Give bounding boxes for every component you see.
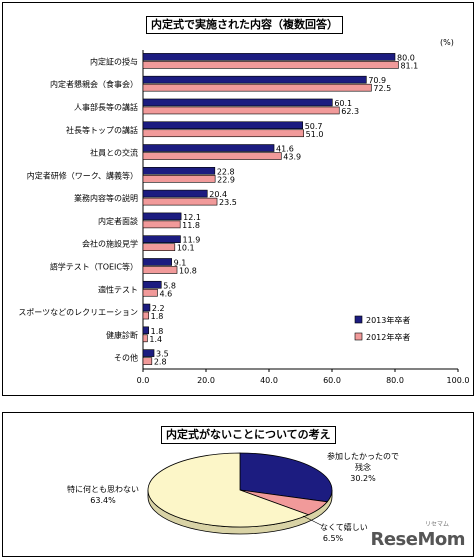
bar-2013 (142, 258, 172, 266)
data-label: 5.8 (163, 281, 176, 290)
data-label: 43.9 (283, 153, 301, 162)
data-label: 11.8 (182, 221, 200, 230)
x-tick-label: 60.0 (323, 376, 341, 385)
data-label: 2.2 (152, 304, 165, 313)
legend-label: 2012年卒者 (366, 332, 410, 342)
bar-2012 (142, 83, 372, 92)
bar-2013 (142, 326, 149, 335)
bar-2013 (142, 53, 396, 61)
data-label: 72.5 (373, 84, 391, 93)
bar-2013 (142, 212, 182, 221)
category-label: 語学テスト（TOEIC等） (50, 261, 138, 271)
category-label: 人事部長等の講話 (74, 102, 138, 112)
pie-chart-title: 内定式がないことについての考え (161, 426, 336, 444)
bar-2013 (142, 189, 208, 198)
bar-2012 (142, 243, 176, 251)
x-tick-label: 0.0 (137, 376, 150, 385)
data-label: 4.6 (159, 289, 172, 298)
bar-2012 (142, 106, 340, 115)
category-label: 社員との交流 (90, 148, 138, 158)
unit-label: (%) (440, 38, 454, 47)
bar-2013 (142, 235, 181, 243)
bar-2013 (142, 303, 151, 312)
x-tick-label: 100.0 (447, 376, 470, 385)
x-tick-label: 80.0 (386, 376, 404, 385)
slice-value: 6.5% (323, 534, 344, 543)
slice-value: 63.4% (90, 496, 116, 505)
bar-2013 (142, 98, 333, 107)
data-label: 62.3 (341, 107, 359, 116)
bar-2012 (142, 61, 399, 69)
watermark-sub: リセマム (424, 521, 449, 528)
data-label: 1.8 (151, 327, 164, 336)
bar-2013 (142, 349, 155, 357)
category-label: 内定者面談 (98, 216, 138, 226)
x-tick-label: 20.0 (197, 376, 215, 385)
category-label: 内定者研修（ワーク、講義等） (27, 170, 138, 180)
data-label: 80.0 (397, 53, 415, 62)
bar-2012 (142, 311, 149, 320)
leader-line (302, 515, 322, 526)
data-label: 10.1 (177, 244, 195, 253)
data-label: 70.9 (368, 76, 386, 85)
bar-2013 (142, 280, 162, 289)
bar-2012 (142, 288, 158, 297)
data-label: 22.8 (217, 167, 235, 176)
data-label: 12.1 (183, 213, 201, 222)
legend-swatch (354, 332, 363, 341)
category-label: 内定証の授与 (90, 56, 138, 66)
bar-2012 (142, 152, 282, 160)
data-label: 60.1 (334, 99, 352, 108)
bar-2013 (142, 167, 216, 175)
category-label: スポーツなどのレクリエーション (18, 308, 138, 317)
slice-value: 30.2% (350, 474, 376, 483)
slice-label: 参加したかったので (327, 451, 399, 461)
legend-label: 2013年卒者 (366, 315, 410, 325)
data-label: 1.4 (149, 335, 162, 344)
watermark-logo: ReseMom (370, 529, 465, 550)
data-label: 10.8 (179, 266, 197, 275)
category-label: その他 (114, 353, 138, 363)
bar-chart-panel: 内定式で実施された内容（複数回答） (%) 0.0 20.0 40.0 60.0 80.0… (2, 2, 474, 396)
bar-2012 (142, 266, 178, 274)
legend-swatch (354, 315, 363, 324)
category-label: 会社の施設見学 (82, 239, 138, 249)
pie-slice (147, 452, 310, 528)
data-label: 81.1 (400, 61, 418, 70)
bar-chart-title: 内定式で実施された内容（複数回答） (146, 16, 343, 34)
data-label: 50.7 (305, 122, 323, 131)
slice-label: 残念 (355, 462, 371, 472)
data-label: 22.9 (217, 175, 235, 184)
slice-label: 特に何とも思わない (67, 484, 139, 494)
category-label: 社長等トップの講話 (66, 125, 138, 135)
bar-2012 (142, 220, 181, 229)
slice-label: なくて嬉しい (320, 522, 368, 532)
bar-2012 (142, 197, 218, 206)
category-label: 内定者懇親会（食事会） (50, 79, 138, 89)
data-label: 11.9 (182, 236, 200, 245)
category-label: 業務内容等の説明 (74, 193, 138, 203)
data-label: 51.0 (306, 130, 324, 139)
bar-2013 (142, 144, 275, 152)
bar-2013 (142, 75, 367, 84)
pie-slice (239, 452, 333, 503)
bar-2012 (142, 175, 216, 183)
data-label: 41.6 (276, 145, 294, 154)
data-label: 23.5 (219, 198, 237, 207)
bar-2012 (142, 357, 153, 365)
data-label: 20.4 (209, 190, 227, 199)
category-label: 健康診断 (106, 330, 138, 340)
data-label: 1.8 (151, 312, 164, 321)
pie-chart-panel: 内定式がないことについての考え 参加したかったので 残念 30.2% なくて嬉しい 6.… (2, 412, 474, 557)
bar-2013 (142, 121, 304, 130)
data-label: 3.5 (156, 350, 169, 359)
data-label: 2.8 (154, 358, 167, 367)
bar-2012 (142, 129, 304, 138)
data-label: 9.1 (174, 258, 187, 267)
x-tick-label: 40.0 (260, 376, 278, 385)
category-label: 適性テスト (98, 284, 138, 294)
bar-2012 (142, 334, 148, 343)
